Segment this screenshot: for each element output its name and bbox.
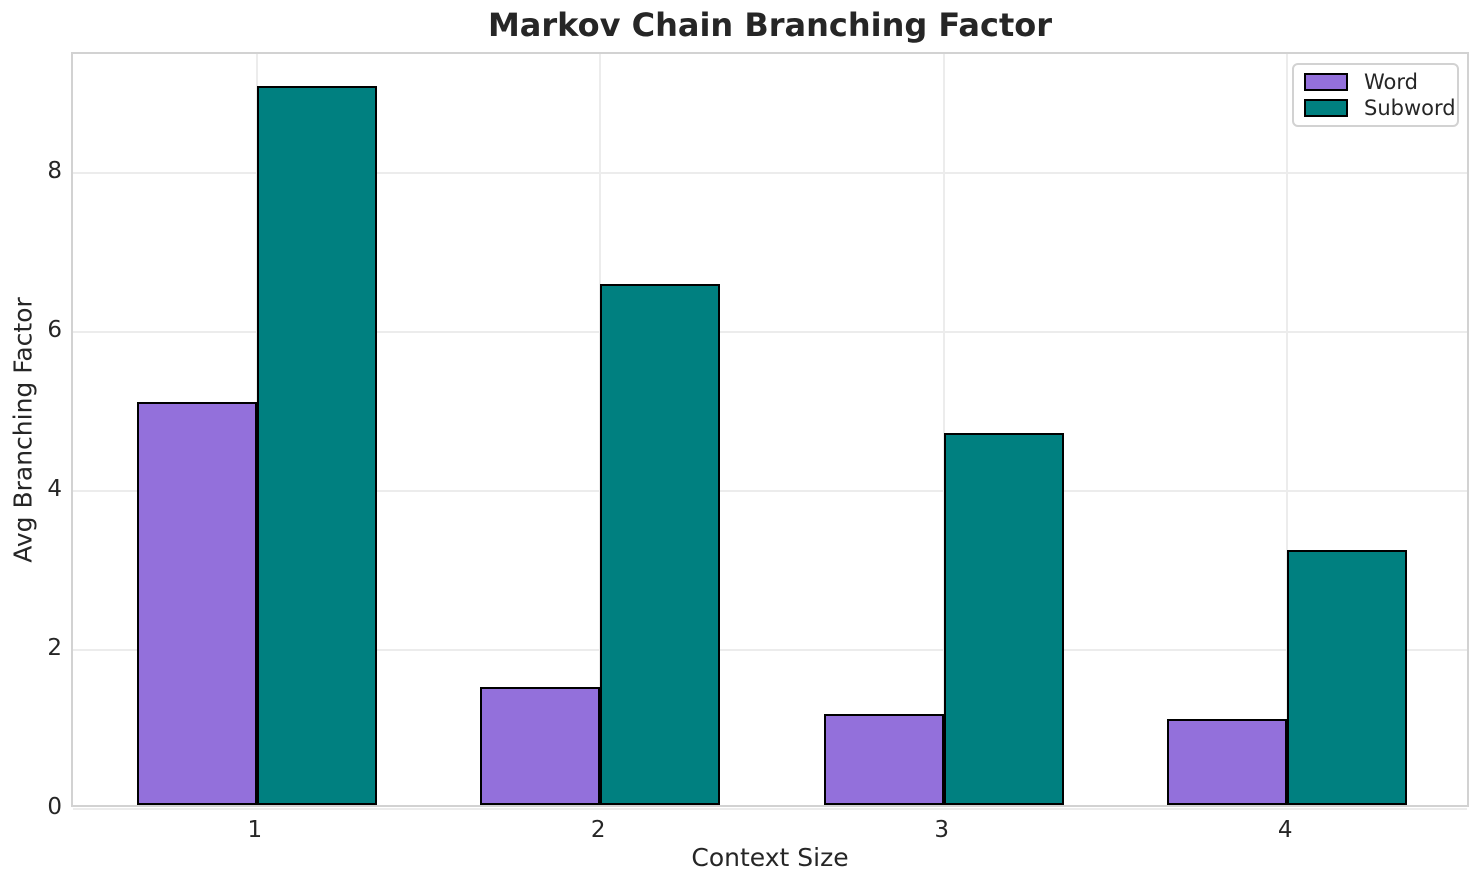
legend-item-subword: Subword <box>1304 96 1456 120</box>
legend-swatch-word <box>1304 72 1348 91</box>
chart-title: Markov Chain Branching Factor <box>487 6 1053 44</box>
plot-area <box>71 52 1469 810</box>
gridline-y-2 <box>73 649 1467 652</box>
gridline-x-4 <box>1286 54 1289 805</box>
gridline-y-0 <box>73 808 1467 810</box>
xtick-label-1: 1 <box>247 817 263 843</box>
bar-subword-3 <box>943 433 1064 805</box>
legend-label-subword: Subword <box>1364 96 1456 121</box>
gridline-y-4 <box>73 490 1467 493</box>
bar-word-1 <box>136 402 257 805</box>
ytick-label-2: 2 <box>47 635 62 662</box>
legend-label-word: Word <box>1364 69 1418 94</box>
bar-subword-4 <box>1287 549 1408 805</box>
bar-word-2 <box>480 687 601 805</box>
legend-item-word: Word <box>1304 70 1447 94</box>
ytick-label-4: 4 <box>47 476 62 503</box>
xtick-label-4: 4 <box>1277 817 1293 843</box>
bar-subword-2 <box>600 284 721 805</box>
legend: Word Subword <box>1292 63 1459 127</box>
bar-word-3 <box>823 714 944 805</box>
bar-word-4 <box>1167 719 1288 805</box>
ytick-label-8: 8 <box>47 158 62 185</box>
xtick-label-3: 3 <box>934 817 950 843</box>
ytick-label-0: 0 <box>47 794 62 820</box>
bar-subword-1 <box>256 85 377 805</box>
xtick-label-2: 2 <box>590 817 606 843</box>
gridline-x-3 <box>942 54 945 805</box>
legend-swatch-subword <box>1304 99 1348 118</box>
x-axis-label: Context Size <box>691 843 849 872</box>
y-axis-label: Avg Branching Factor <box>8 297 38 563</box>
gridline-y-8 <box>73 172 1467 175</box>
ytick-label-6: 6 <box>47 317 62 344</box>
gridline-y-6 <box>73 331 1467 334</box>
